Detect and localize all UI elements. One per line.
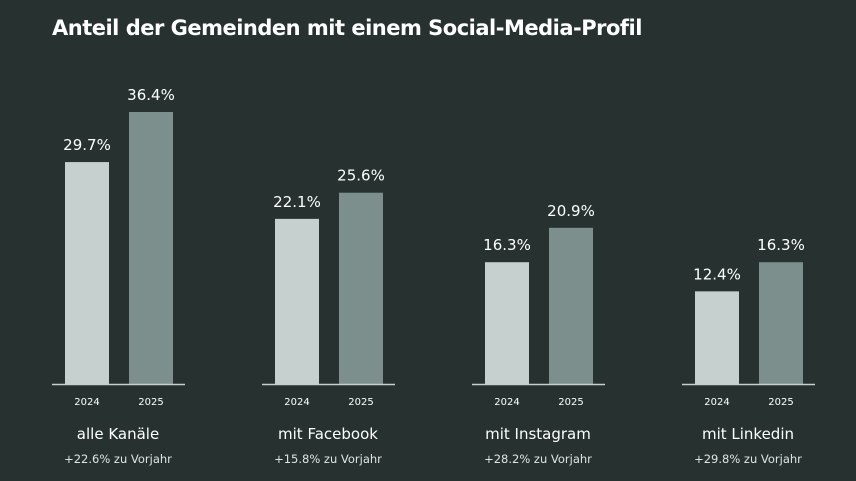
category-label: mit Linkedin: [702, 425, 794, 443]
data-label: 16.3%: [483, 236, 531, 254]
year-tick-label: 2025: [768, 397, 793, 408]
year-tick-label: 2024: [74, 397, 99, 408]
year-tick-label: 2024: [284, 397, 309, 408]
bar-2024: [275, 218, 319, 384]
change-label: +22.6% zu Vorjahr: [64, 452, 172, 466]
year-tick-label: 2025: [558, 397, 583, 408]
year-tick-label: 2024: [704, 397, 729, 408]
data-label: 22.1%: [273, 193, 321, 211]
bar-2025: [549, 227, 593, 384]
bar-2024: [65, 162, 109, 384]
chart-title: Anteil der Gemeinden mit einem Social-Me…: [52, 16, 642, 40]
data-label: 16.3%: [757, 236, 805, 254]
category-label: mit Facebook: [278, 425, 378, 443]
bar-2025: [759, 262, 803, 384]
category-label: mit Instagram: [485, 425, 591, 443]
bar-2025: [339, 192, 383, 384]
data-label: 36.4%: [127, 86, 175, 104]
data-label: 29.7%: [63, 136, 111, 154]
change-label: +15.8% zu Vorjahr: [274, 452, 382, 466]
bar-2025: [129, 112, 173, 384]
change-label: +29.8% zu Vorjahr: [694, 452, 802, 466]
category-label: alle Kanäle: [77, 425, 159, 443]
change-label: +28.2% zu Vorjahr: [484, 452, 592, 466]
year-tick-label: 2024: [494, 397, 519, 408]
data-label: 12.4%: [693, 265, 741, 283]
bar-2024: [695, 291, 739, 384]
data-label: 20.9%: [547, 202, 595, 220]
data-label: 25.6%: [337, 167, 385, 185]
year-tick-label: 2025: [348, 397, 373, 408]
year-tick-label: 2025: [138, 397, 163, 408]
bar-2024: [485, 262, 529, 384]
